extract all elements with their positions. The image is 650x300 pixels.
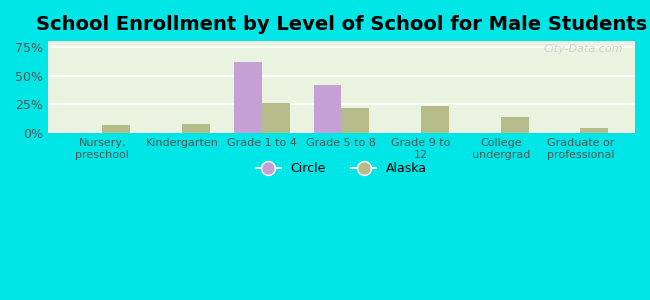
Bar: [182, 124, 210, 133]
Text: City-Data.com: City-Data.com: [544, 44, 623, 54]
Bar: [234, 62, 262, 133]
Title: School Enrollment by Level of School for Male Students: School Enrollment by Level of School for…: [36, 15, 647, 34]
Bar: [421, 106, 449, 133]
Legend: Circle, Alaska: Circle, Alaska: [251, 158, 432, 181]
Bar: [313, 85, 341, 133]
Bar: [262, 103, 290, 133]
Bar: [500, 117, 528, 133]
Bar: [103, 125, 130, 133]
Bar: [580, 128, 608, 133]
Bar: [341, 108, 369, 133]
